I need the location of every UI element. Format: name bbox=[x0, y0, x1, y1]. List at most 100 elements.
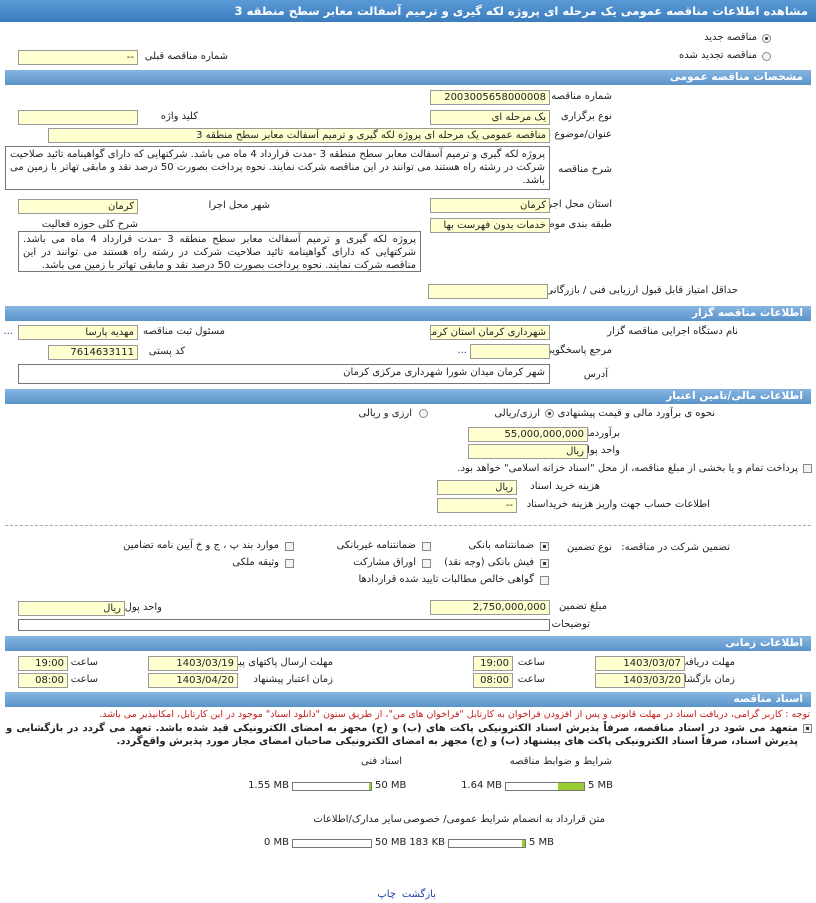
label: آدرس bbox=[583, 369, 608, 380]
input-field: کرمان bbox=[18, 199, 138, 214]
input-field: 1403/04/20 bbox=[148, 673, 238, 688]
upload-bar-fill bbox=[558, 783, 584, 790]
input-field: خدمات بدون فهرست بها bbox=[430, 218, 550, 233]
label: نحوه ی برآورد مالی و قیمت پیشنهادی bbox=[557, 408, 715, 419]
input-field: 55,000,000,000 bbox=[468, 427, 588, 442]
label: ساعت bbox=[517, 657, 545, 668]
input-field: 08:00 bbox=[18, 673, 68, 688]
file-limit: 50 MB bbox=[375, 780, 407, 791]
file-size: 0 MB bbox=[263, 837, 289, 848]
label: زمان بازگشایی پاکت ها bbox=[637, 674, 735, 685]
input-field: یک مرحله ای bbox=[430, 110, 550, 125]
input-field: 2003005658000008 bbox=[430, 90, 550, 105]
text-area: پروژه لکه گیری و ترمیم آسفالت معابر سطح … bbox=[5, 146, 550, 190]
input-field: ریال bbox=[468, 444, 588, 459]
label: ساعت bbox=[70, 674, 98, 685]
label: اسناد فنی bbox=[361, 756, 402, 767]
file-limit: 50 MB bbox=[375, 837, 407, 848]
checkbox bbox=[540, 559, 549, 568]
input-field: کرمان bbox=[430, 198, 550, 213]
input-field bbox=[428, 284, 548, 299]
label: مناقصه جدید bbox=[704, 32, 757, 43]
label: مهلت ارسال پاکتهای پیشنهاد bbox=[215, 657, 333, 668]
page-title: مشاهده اطلاعات مناقصه عمومی یک مرحله ای … bbox=[0, 0, 816, 22]
upload-bar bbox=[292, 839, 372, 848]
label: توضیحات bbox=[551, 619, 590, 630]
text-area bbox=[18, 619, 550, 631]
checkbox bbox=[422, 542, 431, 551]
label: مسئول ثبت مناقصه bbox=[143, 326, 225, 337]
input-field: -- bbox=[18, 50, 138, 65]
radio bbox=[419, 409, 428, 418]
checkbox bbox=[803, 464, 812, 473]
checkbox bbox=[285, 559, 294, 568]
section-header: اسناد مناقصه bbox=[5, 692, 811, 707]
label[interactable]: چاپ bbox=[377, 889, 396, 900]
section-header: اطلاعات مالی/تامین اعتبار bbox=[5, 389, 811, 404]
label: مهلت دریافت اسناد bbox=[654, 657, 735, 668]
label: شهر محل اجرا bbox=[208, 200, 270, 211]
checkbox bbox=[540, 542, 549, 551]
input-field: 2,750,000,000 bbox=[430, 600, 550, 615]
label: واحد پول bbox=[582, 445, 620, 456]
radio bbox=[762, 34, 771, 43]
checkbox bbox=[803, 724, 812, 733]
label: شرایط و ضوابط مناقصه bbox=[509, 756, 612, 767]
label[interactable]: بازگشت bbox=[401, 889, 436, 900]
input-field: 19:00 bbox=[18, 656, 68, 671]
text-area: شهر کرمان میدان شورا شهرداری مرکزی کرمان bbox=[18, 364, 550, 384]
file-size: 1.64 MB bbox=[461, 780, 502, 791]
label: فیش بانکی (وجه نقد) bbox=[444, 557, 534, 568]
label: کد پستی bbox=[148, 346, 185, 357]
input-field: ریال bbox=[437, 480, 517, 495]
radio bbox=[762, 52, 771, 61]
label: ... bbox=[457, 345, 467, 356]
label: ارزی و ریالی bbox=[358, 408, 413, 419]
input-field: مناقصه عمومی یک مرحله ای پروژه لکه گیری … bbox=[48, 128, 550, 143]
label: مبلغ تضمین bbox=[558, 601, 607, 612]
label: وثیقه ملکی bbox=[232, 557, 279, 568]
label: ... bbox=[3, 326, 13, 337]
label: نوع تضمین bbox=[567, 542, 612, 553]
checkbox bbox=[285, 542, 294, 551]
label: استان محل اجرا bbox=[544, 199, 612, 210]
checkbox bbox=[422, 559, 431, 568]
upload-bar bbox=[292, 782, 372, 791]
input-field: 1403/03/07 bbox=[595, 656, 685, 671]
section-header: اطلاعات زمانی bbox=[5, 636, 811, 651]
label: هزینه خرید اسناد bbox=[530, 481, 600, 492]
file-size: 183 KB bbox=[409, 837, 445, 848]
input-field: 08:00 bbox=[473, 673, 513, 688]
checkbox bbox=[540, 576, 549, 585]
label: گواهی خالص مطالبات تایید شده قراردادها bbox=[358, 574, 534, 585]
label: نام دستگاه اجرایی مناقصه گزار bbox=[607, 326, 738, 337]
label: شماره مناقصه قبلی bbox=[144, 51, 228, 62]
section-header: اطلاعات مناقصه گزار bbox=[5, 306, 811, 321]
input-field bbox=[470, 344, 550, 359]
label: توجه : کاربر گرامی، دریافت اسناد در مهلت… bbox=[99, 709, 810, 720]
label: سایر مدارک/اطلاعات bbox=[313, 814, 402, 825]
label: ارزی/ریالی bbox=[494, 408, 540, 419]
label: نوع برگزاری bbox=[560, 111, 612, 122]
upload-bar-fill bbox=[522, 840, 525, 847]
label: طبقه بندی موضوعی bbox=[526, 219, 612, 230]
label: شماره مناقصه bbox=[551, 91, 612, 102]
upload-bar bbox=[505, 782, 585, 791]
input-field: مهدیه پارسا bbox=[18, 325, 138, 340]
label: کلید واژه bbox=[160, 111, 198, 122]
label: موارد بند پ ، ج و خ آیین نامه تضامین bbox=[123, 540, 279, 551]
input-field: 1403/03/20 bbox=[595, 673, 685, 688]
label: متن قرارداد به انضمام شرایط عمومی/ خصوصی bbox=[403, 814, 605, 825]
label: عنوان/موضوع مناقصه bbox=[520, 129, 612, 140]
label: شرح مناقصه bbox=[558, 164, 612, 175]
upload-bar bbox=[448, 839, 526, 848]
text-area: پروژه لکه گیری و ترمیم آسفالت معابر سطح … bbox=[18, 231, 421, 272]
label: متعهد می شود در اسناد مناقصه، صرفاً پذیر… bbox=[6, 723, 798, 747]
label: برآوردمالی bbox=[575, 428, 620, 439]
input-field: 1403/03/19 bbox=[148, 656, 238, 671]
input-field: شهرداری کرمان استان کرمان bbox=[430, 325, 550, 340]
label: ضمانتنامه بانکی bbox=[468, 540, 534, 551]
label: اوراق مشارکت bbox=[353, 557, 416, 568]
